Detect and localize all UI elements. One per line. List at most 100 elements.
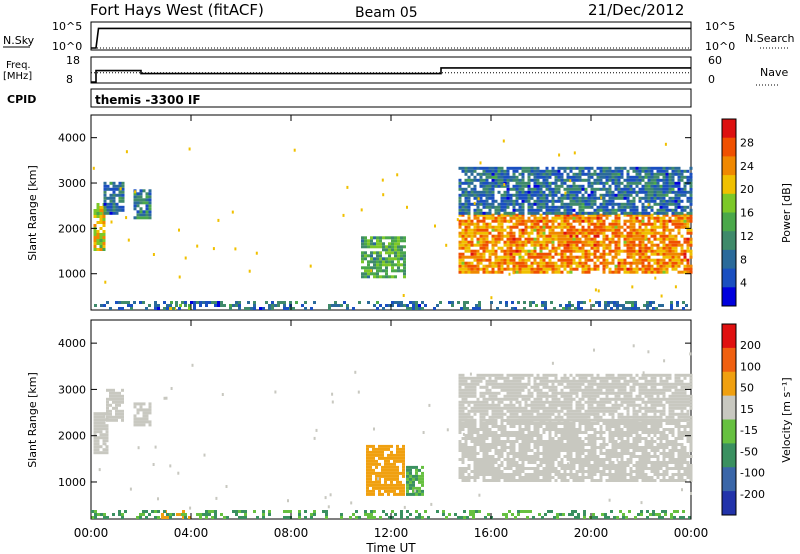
data-cell xyxy=(518,196,522,200)
data-cell xyxy=(464,190,468,194)
data-cell xyxy=(650,208,654,212)
data-cell xyxy=(635,231,639,235)
data-cell xyxy=(467,184,471,188)
data-cell xyxy=(533,184,537,188)
data-cell xyxy=(488,172,492,176)
data-cell xyxy=(533,213,537,217)
data-cell xyxy=(689,428,693,431)
data-cell xyxy=(545,240,549,244)
data-cell xyxy=(494,406,498,410)
data-cell xyxy=(533,166,537,170)
data-cell xyxy=(461,376,465,380)
data-cell xyxy=(533,222,537,226)
data-cell xyxy=(656,264,660,268)
data-cell xyxy=(647,169,651,173)
data-cell xyxy=(680,443,684,446)
data-cell xyxy=(569,455,573,458)
data-cell xyxy=(479,440,483,443)
data-cell xyxy=(482,458,486,461)
data-cell xyxy=(530,391,534,395)
data-cell xyxy=(557,234,561,238)
data-cell xyxy=(385,263,388,267)
data-cell xyxy=(656,461,660,464)
data-cell xyxy=(554,246,558,250)
data-cell xyxy=(500,428,504,431)
data-cell xyxy=(512,184,516,188)
data-cell xyxy=(488,264,492,268)
data-cell xyxy=(680,249,684,253)
data-cell xyxy=(641,187,645,191)
data-cell xyxy=(518,261,522,265)
scatter-cell xyxy=(445,243,448,247)
data-cell xyxy=(551,422,555,425)
data-cell xyxy=(488,422,492,425)
data-cell xyxy=(400,257,403,261)
data-cell xyxy=(115,412,118,416)
data-cell xyxy=(605,187,609,191)
data-cell xyxy=(515,181,519,185)
data-cell xyxy=(503,193,507,197)
data-cell xyxy=(575,193,579,197)
data-cell xyxy=(611,240,615,244)
data-cell xyxy=(632,425,636,428)
data-cell xyxy=(470,172,474,176)
data-cell xyxy=(488,190,492,194)
data-cell xyxy=(590,428,594,431)
data-cell xyxy=(584,449,588,452)
freq-tick-low: 8 xyxy=(66,73,73,86)
data-cell xyxy=(494,252,498,256)
data-cell xyxy=(121,190,125,194)
data-cell xyxy=(650,425,654,428)
data-cell xyxy=(650,464,654,467)
data-cell xyxy=(551,205,555,209)
data-cell xyxy=(494,169,498,173)
data-cell xyxy=(524,193,528,197)
data-cell xyxy=(473,243,477,247)
data-cell xyxy=(476,440,480,443)
data-cell xyxy=(464,470,468,473)
data-cell xyxy=(369,462,372,466)
data-cell xyxy=(584,205,588,209)
data-cell xyxy=(500,234,504,238)
data-cell xyxy=(500,193,504,197)
data-cell xyxy=(557,184,561,188)
data-cell xyxy=(632,470,636,473)
data-cell xyxy=(629,208,633,212)
data-cell xyxy=(497,231,501,235)
data-cell xyxy=(533,409,537,413)
data-cell xyxy=(629,184,633,188)
data-cell xyxy=(121,187,125,191)
data-cell xyxy=(635,249,639,253)
data-cell xyxy=(464,228,468,232)
freq-label-1: Freq. xyxy=(6,60,31,71)
data-cell xyxy=(581,255,585,259)
data-cell xyxy=(518,219,522,223)
data-cell xyxy=(379,266,382,270)
data-cell xyxy=(361,251,364,255)
data-cell xyxy=(659,234,663,238)
data-cell xyxy=(464,234,468,238)
data-cell xyxy=(488,458,492,461)
data-cell xyxy=(653,467,657,470)
data-cell xyxy=(461,422,465,425)
data-cell xyxy=(539,470,543,473)
data-cell xyxy=(388,260,391,264)
data-cell xyxy=(500,175,504,179)
data-cell xyxy=(527,193,531,197)
data-cell xyxy=(590,181,594,185)
data-cell xyxy=(99,212,103,215)
data-cell xyxy=(382,248,385,252)
data-cell xyxy=(515,461,519,464)
data-cell xyxy=(376,251,379,255)
data-cell xyxy=(551,172,555,176)
data-cell xyxy=(620,431,624,434)
data-cell xyxy=(602,196,606,200)
data-cell xyxy=(470,476,474,479)
data-cell xyxy=(488,193,492,197)
data-cell xyxy=(626,434,630,437)
data-cell xyxy=(575,166,579,170)
data-cell xyxy=(650,440,654,443)
data-cell xyxy=(653,216,657,220)
data-cell xyxy=(473,231,477,235)
data-cell xyxy=(476,376,480,380)
